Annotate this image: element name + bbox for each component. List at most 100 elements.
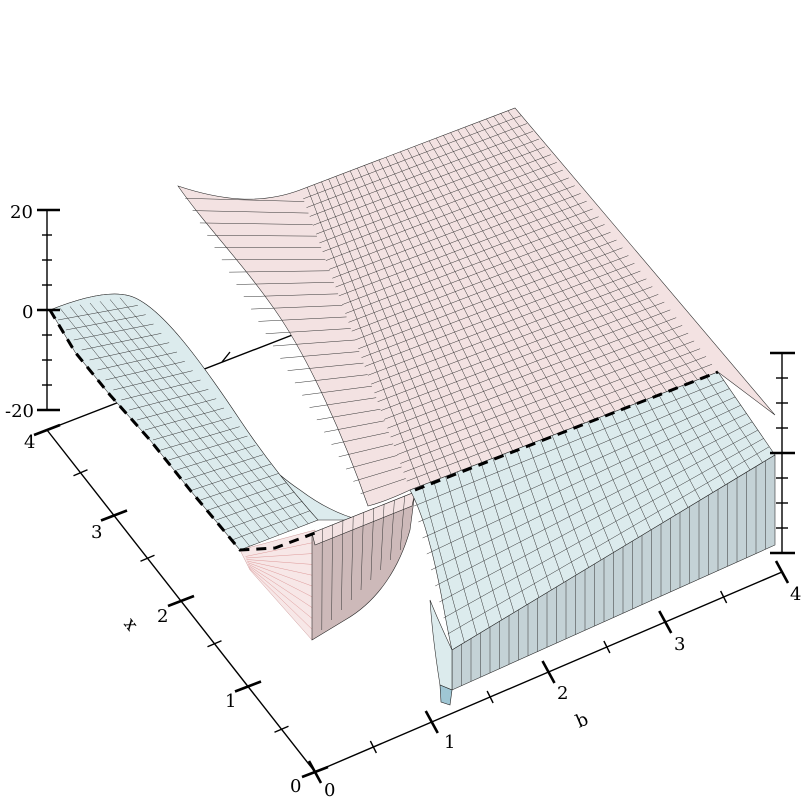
- pink-grid-line: [500, 113, 698, 381]
- pink-grid-line: [493, 116, 688, 384]
- pink-grid-line: [229, 270, 330, 273]
- left-grid-line: [89, 302, 280, 536]
- pinkwall-grid-line: [321, 528, 323, 631]
- b-tick-label-4: 4: [790, 584, 801, 605]
- pink-grid-line: [258, 316, 347, 322]
- rightblue-grid-line: [422, 396, 736, 539]
- b-tick: [369, 740, 378, 754]
- x-tick-label-1: 1: [225, 691, 236, 712]
- pinkwall-grid-line: [380, 504, 385, 571]
- b-tick-label-2: 2: [557, 683, 568, 704]
- pink-grid-line: [265, 328, 351, 334]
- rightblue-grid-line: [426, 404, 741, 555]
- b-tick: [603, 640, 611, 654]
- left-grid-line: [79, 304, 270, 539]
- z-tick-labels: 20 0 -20: [5, 202, 34, 422]
- pink-grid-line: [364, 165, 503, 455]
- b-tick: [658, 610, 673, 634]
- pink-grid-line: [280, 351, 360, 359]
- pinkwall-grid-line: [399, 496, 405, 551]
- pink-grid-line: [392, 154, 544, 439]
- b-tick: [307, 760, 323, 784]
- left-grid-line: [109, 299, 299, 528]
- x-tick-label-0: 0: [290, 776, 301, 797]
- pink-grid-line: [486, 118, 678, 388]
- pink-grid-line: [338, 443, 394, 458]
- left-pink-fade: [239, 529, 316, 641]
- fade-grid-line: [245, 553, 313, 559]
- pink-grid-line: [199, 222, 313, 225]
- pink-grid-line: [331, 432, 389, 445]
- pinkwall-grid-line: [390, 500, 395, 561]
- pink-grid-line: [324, 420, 385, 433]
- x-axis: [33, 423, 329, 779]
- rightblue-grid-line: [447, 446, 770, 635]
- pinkwall-grid-line: [370, 508, 375, 581]
- x-axis-label: x: [119, 614, 142, 635]
- x-tick-labels: 4 3 2 1 0: [24, 432, 301, 797]
- b-tick-label-0: 0: [324, 780, 335, 801]
- pink-grid-line: [314, 184, 431, 483]
- b-tick: [424, 710, 439, 734]
- pink-grid-line: [302, 385, 372, 396]
- fade-grid-line: [247, 562, 313, 587]
- x-tick: [33, 423, 61, 437]
- rightblue-grid-line: [414, 380, 724, 507]
- fade-grid-line: [249, 568, 313, 630]
- pink-grid-line: [236, 282, 334, 285]
- left-grid-line: [119, 297, 309, 524]
- pink-surface-grid: [185, 110, 713, 494]
- x-tick-label-4: 4: [24, 432, 35, 453]
- fade-grid-line: [248, 565, 313, 608]
- pink-grid-line: [349, 170, 483, 463]
- x-tick-label-3: 3: [91, 522, 102, 543]
- pink-grid-line: [185, 198, 305, 202]
- pinkwall-grid-line: [360, 512, 364, 591]
- pink-grid-line: [457, 129, 637, 404]
- rightblue-grid-line: [443, 438, 764, 619]
- pink-grid-line: [243, 293, 339, 298]
- pink-grid-line: [272, 339, 356, 347]
- right-blue-grid: [414, 376, 770, 686]
- b-tick: [774, 560, 790, 584]
- pink-grid-line: [471, 124, 657, 396]
- pink-grid-line: [306, 187, 421, 487]
- z-tick-label-neg20: -20: [5, 401, 34, 422]
- pink-grid-line: [221, 258, 326, 261]
- right-blue-surface: [409, 371, 776, 706]
- pink-grid-line: [507, 110, 708, 377]
- pink-grid-line: [464, 126, 647, 400]
- b-tick-label-3: 3: [674, 634, 685, 655]
- b-axis-label: b: [573, 709, 592, 733]
- fade-grid-line: [247, 563, 313, 598]
- rightblue-grid-line: [439, 429, 759, 603]
- x-tick: [140, 554, 155, 562]
- fade-grid-line: [245, 542, 313, 557]
- x-tick: [73, 469, 88, 477]
- pink-grid-line: [346, 455, 398, 470]
- rightblue-grid-line: [418, 388, 730, 523]
- pink-grid-line: [342, 173, 472, 467]
- pink-grid-line: [335, 176, 462, 471]
- pink-grid-line: [309, 397, 377, 408]
- b-tick-labels: 0 1 2 3 4: [324, 584, 801, 801]
- x-tick: [207, 640, 222, 648]
- pink-grid-line: [321, 181, 442, 479]
- pink-grid-line: [328, 178, 452, 475]
- pink-grid-line: [357, 168, 493, 459]
- left-surface-grid: [57, 297, 311, 547]
- b-axis: [307, 560, 790, 784]
- pink-grid-line: [478, 121, 667, 392]
- x-tick: [167, 594, 195, 608]
- x-tick-label-2: 2: [157, 606, 168, 627]
- pink-grid-line: [385, 157, 534, 443]
- pink-grid-line: [421, 143, 585, 424]
- left-blue-surface: [48, 293, 361, 551]
- pink-grid-line: [316, 408, 381, 421]
- z-axis-left: [37, 208, 60, 412]
- pinkwall-grid-line: [341, 520, 344, 611]
- b-tick: [486, 690, 494, 704]
- pink-grid-line: [407, 148, 565, 432]
- pink-grid-line: [400, 151, 554, 436]
